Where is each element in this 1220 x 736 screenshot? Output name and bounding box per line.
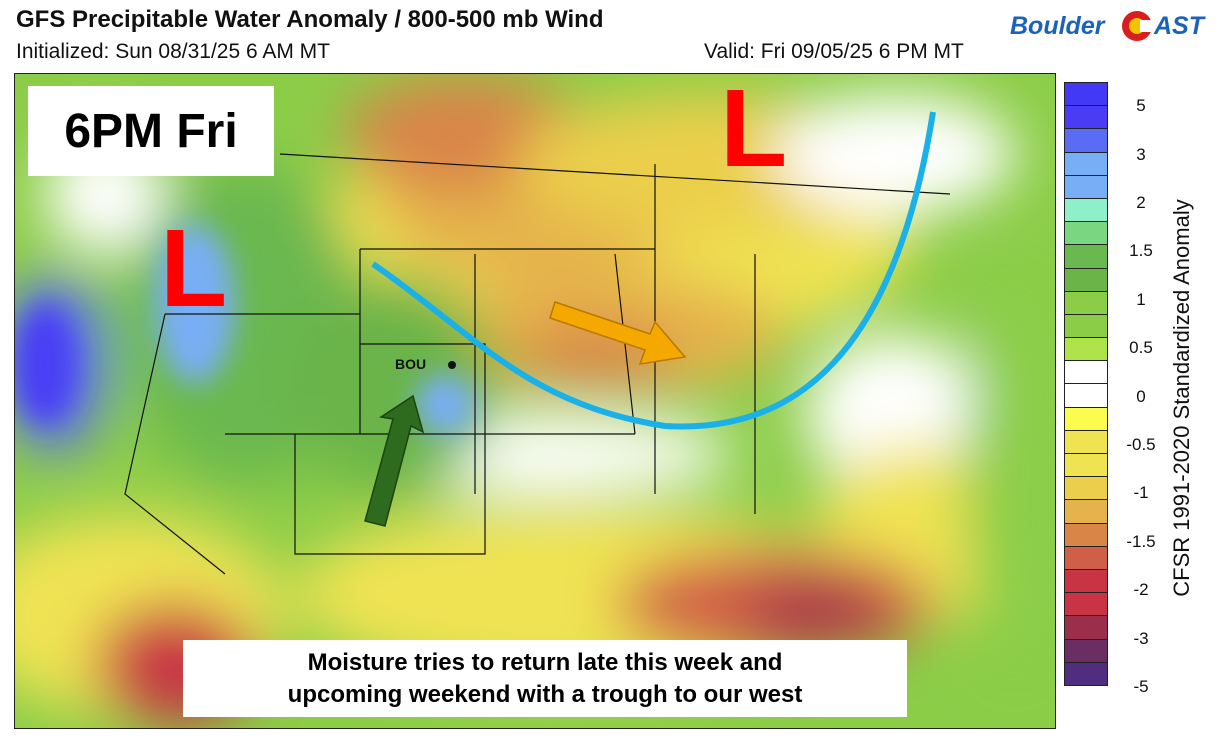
bou-station-dot <box>448 361 456 369</box>
colorbar-cell <box>1064 244 1108 269</box>
colorbar-cell <box>1064 545 1108 570</box>
colorbar-tick: -5 <box>1133 677 1149 696</box>
map-title: GFS Precipitable Water Anomaly / 800-500… <box>16 6 604 33</box>
low-pressure-northeast: L <box>720 73 788 190</box>
colorbar-cell <box>1064 383 1108 408</box>
colorbar-tick: -2 <box>1133 580 1149 600</box>
svg-text:AST: AST <box>1153 12 1207 40</box>
station-label: BOU <box>395 356 427 372</box>
colorbar-cell <box>1064 105 1108 130</box>
initialized-time: Initialized: Sun 08/31/25 6 AM MT <box>16 40 331 63</box>
colorbar-cell <box>1064 568 1108 594</box>
caption-box: Moisture tries to return late this week … <box>183 640 907 717</box>
colorbar-cell <box>1064 592 1108 617</box>
anomaly-field <box>15 74 1055 728</box>
colorbar-cell <box>1064 337 1108 362</box>
colorbar-cell <box>1064 661 1108 686</box>
colorbar-tick: -1 <box>1133 483 1149 503</box>
colorbar-tick: 2 <box>1136 193 1146 212</box>
colorbar-tick: 3 <box>1136 144 1146 164</box>
bouldercast-logo: Boulder AST <box>1010 11 1207 41</box>
caption-line-1: Moisture tries to return late this week … <box>307 648 783 676</box>
colorbar-tick: -3 <box>1133 628 1149 648</box>
colorbar-cell <box>1064 522 1108 547</box>
colorbar-label: CFSR 1991-2020 Standardized Anomaly <box>1169 199 1194 597</box>
forecast-time-label: 6PM Fri <box>28 86 274 176</box>
colorbar-cell <box>1064 453 1108 478</box>
colorbar-tick: -1.5 <box>1126 531 1156 551</box>
colorbar-cell <box>1064 615 1108 640</box>
colorbar-cell <box>1064 174 1108 199</box>
colorbar-cell <box>1064 151 1108 176</box>
colorbar-cell <box>1064 499 1108 524</box>
weather-map: BOU L L <box>14 73 1056 729</box>
colorbar-cell <box>1064 638 1108 663</box>
colorbar-tick: 0.5 <box>1129 338 1153 358</box>
colorbar-tick: 1 <box>1136 289 1146 309</box>
colorbar-cell <box>1064 221 1108 246</box>
dry-air-arrow <box>549 301 687 365</box>
svg-text:Boulder: Boulder <box>1010 12 1106 40</box>
colorbar-cell <box>1064 197 1108 223</box>
colorbar-cell <box>1064 313 1108 339</box>
colorbar-cell <box>1064 128 1108 153</box>
colorbar-tick: 0 <box>1136 386 1146 406</box>
colorbar-tick: 5 <box>1136 96 1146 116</box>
colorbar-cell <box>1064 82 1108 107</box>
moisture-arrow <box>364 394 425 527</box>
colorbar-tick: 1.5 <box>1129 241 1153 261</box>
colorbar-cell <box>1064 267 1108 292</box>
colorbar-tick: -0.5 <box>1126 435 1156 454</box>
colorbar-cell <box>1064 476 1108 501</box>
colorbar-cell <box>1064 360 1108 385</box>
colorbar-cell <box>1064 429 1108 454</box>
caption-line-2: upcoming weekend with a trough to our we… <box>287 680 803 708</box>
colorbar-cell <box>1064 290 1108 315</box>
colorbar <box>1064 82 1108 686</box>
valid-time: Valid: Fri 09/05/25 6 PM MT <box>704 40 964 63</box>
trough-line <box>371 111 936 430</box>
colorbar-cell <box>1064 406 1108 431</box>
low-pressure-west: L <box>160 207 228 330</box>
